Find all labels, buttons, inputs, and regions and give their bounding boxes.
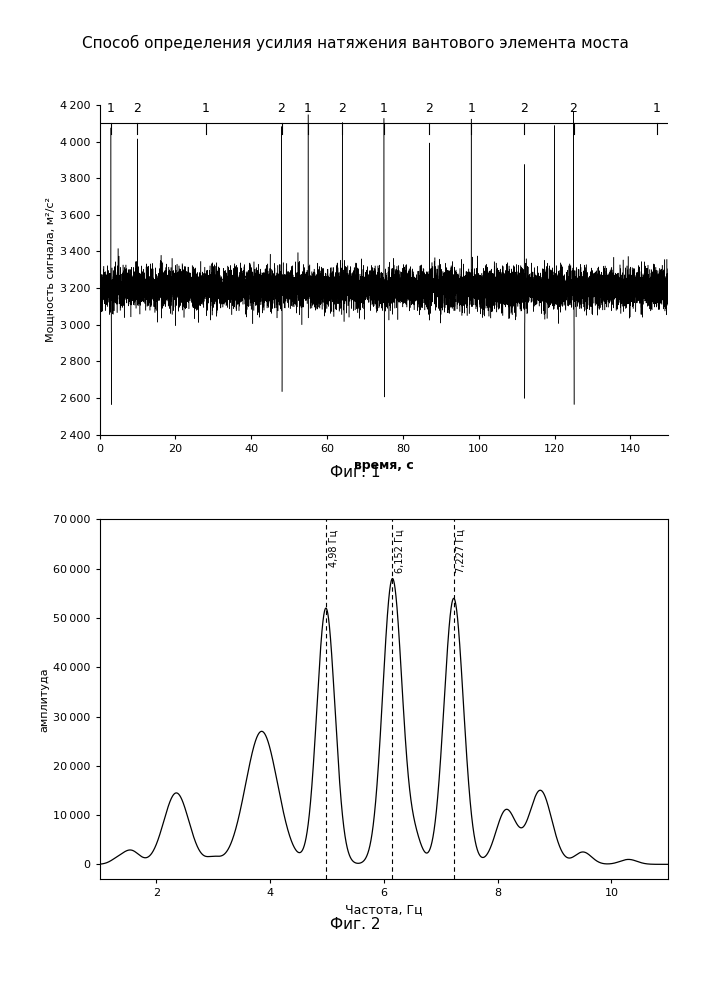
Text: 1: 1 [202,102,210,115]
Text: 1: 1 [467,102,475,115]
X-axis label: Частота, Гц: Частота, Гц [345,904,423,917]
Text: 1: 1 [653,102,661,115]
Text: Способ определения усилия натяжения вантового элемента моста: Способ определения усилия натяжения вант… [82,35,629,51]
X-axis label: время, с: время, с [354,460,414,473]
Text: 1: 1 [107,102,115,115]
Text: 2: 2 [134,102,141,115]
Y-axis label: Мощность сигнала, м²/с²: Мощность сигнала, м²/с² [46,197,56,343]
Text: Фиг. 1: Фиг. 1 [330,465,381,480]
Text: 1: 1 [380,102,388,115]
Y-axis label: амплитуда: амплитуда [39,667,49,731]
Text: 2: 2 [425,102,434,115]
Text: 2: 2 [570,102,577,115]
Text: 6,152 Гц: 6,152 Гц [395,529,405,573]
Text: 7,227 Гц: 7,227 Гц [456,529,466,573]
Text: 2: 2 [338,102,346,115]
Text: 1: 1 [304,102,312,115]
Text: Фиг. 2: Фиг. 2 [330,917,381,932]
Text: 4,98 Гц: 4,98 Гц [328,529,338,566]
Text: 2: 2 [520,102,528,115]
Text: 2: 2 [277,102,286,115]
